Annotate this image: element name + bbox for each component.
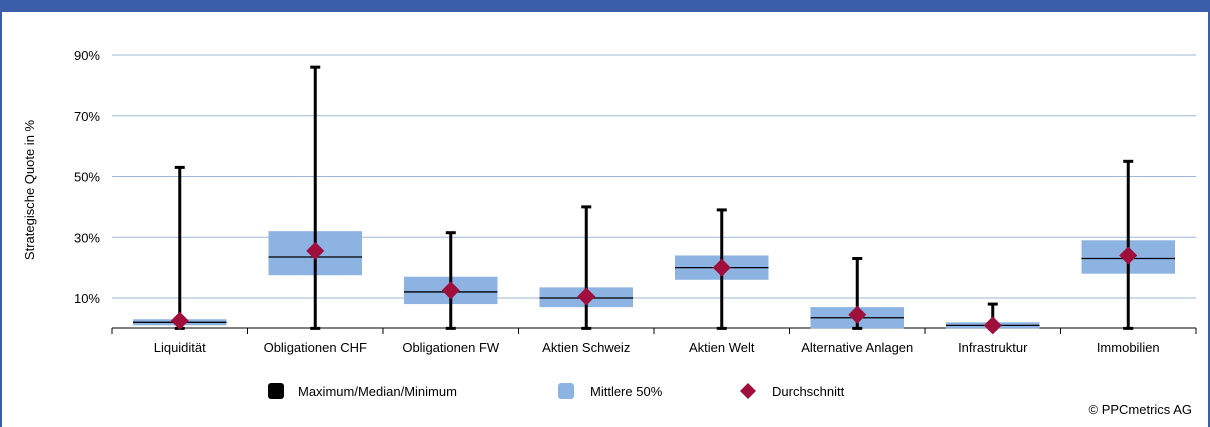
y-tick-label: 90% xyxy=(74,48,100,63)
y-tick-label: 30% xyxy=(74,230,100,245)
box-group xyxy=(268,65,362,330)
box-group xyxy=(810,257,904,330)
x-tick-label: Infrastruktur xyxy=(958,340,1028,355)
box-group xyxy=(133,165,227,330)
y-tick-label: 70% xyxy=(74,109,100,124)
box-group xyxy=(539,205,633,330)
x-tick-label: Obligationen FW xyxy=(402,340,500,355)
x-tick-label: Liquidität xyxy=(154,340,206,355)
mean-marker xyxy=(983,316,1002,335)
x-axis-ticks: Liquidität Obligationen CHF Obligationen F… xyxy=(154,340,1160,355)
mean-marker xyxy=(577,287,596,306)
legend-swatch-minmax xyxy=(268,383,284,399)
box-group xyxy=(404,231,498,330)
y-axis-label: Strategische Quote in % xyxy=(22,119,37,260)
box-group xyxy=(1081,159,1175,330)
legend-label-minmax: Maximum/Median/Minimum xyxy=(298,384,457,399)
legend: Maximum/Median/Minimum Mittlere 50% Durc… xyxy=(268,383,845,399)
x-tick-label: Aktien Schweiz xyxy=(542,340,630,355)
y-tick-label: 10% xyxy=(74,291,100,306)
header-bar xyxy=(0,0,1210,12)
box-group xyxy=(946,302,1040,335)
x-tick-label: Alternative Anlagen xyxy=(801,340,913,355)
mean-marker xyxy=(170,311,189,330)
box-group xyxy=(675,208,769,330)
x-axis xyxy=(111,327,1197,334)
x-tick-label: Obligationen CHF xyxy=(264,340,367,355)
x-tick-label: Aktien Welt xyxy=(689,340,755,355)
y-axis-ticks: 10% 30% 50% 70% 90% xyxy=(74,48,100,306)
mean-marker xyxy=(306,241,325,260)
plot-area xyxy=(133,65,1175,335)
copyright-text: © PPCmetrics AG xyxy=(1089,402,1193,417)
legend-label-iqr: Mittlere 50% xyxy=(590,384,663,399)
mean-marker xyxy=(441,281,460,300)
mean-marker xyxy=(1119,246,1138,265)
legend-swatch-mean xyxy=(740,383,756,399)
x-tick-label: Immobilien xyxy=(1097,340,1160,355)
legend-label-mean: Durchschnitt xyxy=(772,384,845,399)
legend-swatch-iqr xyxy=(558,383,574,399)
mean-marker xyxy=(848,305,867,324)
grid-lines xyxy=(112,54,1196,299)
mean-marker xyxy=(712,258,731,277)
y-tick-label: 50% xyxy=(74,170,100,185)
